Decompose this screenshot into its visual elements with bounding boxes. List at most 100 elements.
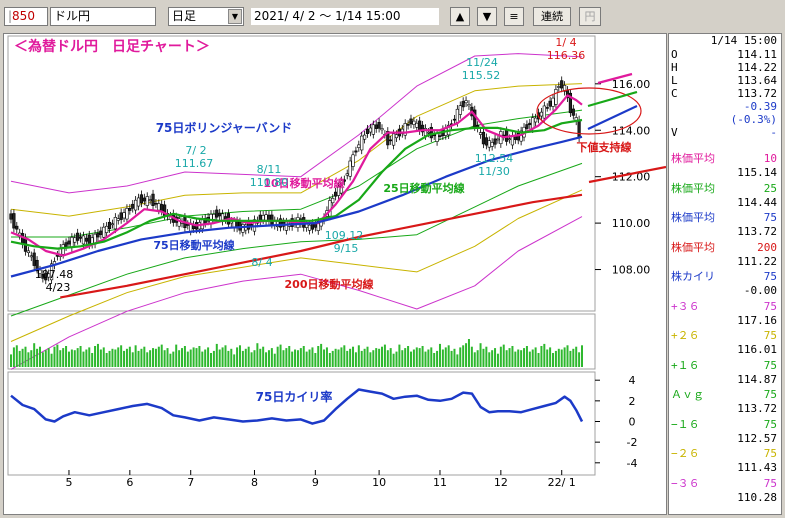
volume-bar (47, 348, 50, 367)
volume-bar (470, 346, 473, 367)
price-label: 116.36 (547, 49, 586, 62)
candle-body (105, 225, 109, 233)
volume-bar (325, 347, 328, 367)
volume-bar (256, 343, 259, 367)
kairi-tick-label: 4 (629, 374, 636, 387)
indicator-label-row: +３６ 75 (669, 300, 781, 314)
candle-body (377, 122, 381, 129)
volume-bar (349, 348, 352, 367)
projection-line-blue (587, 105, 638, 130)
yen-button[interactable]: 円 (579, 7, 601, 26)
volume-bar (294, 349, 297, 367)
volume-bar (462, 345, 465, 367)
volume-bar (201, 351, 204, 367)
volume-bar (285, 348, 288, 367)
volume-bar (111, 348, 114, 367)
symbol-name-field[interactable]: ドル円 (50, 7, 156, 26)
chart-title: ＜為替ドル円 日足チャート＞ (14, 38, 210, 55)
candle-body (345, 173, 349, 176)
volume-bar (572, 348, 575, 367)
volume-bar (578, 352, 581, 367)
candle-body (487, 140, 491, 148)
volume-bar (575, 346, 578, 367)
chevron-down-icon[interactable]: ▼ (228, 9, 242, 24)
candle-body (131, 203, 135, 209)
volume-bar (270, 348, 273, 367)
candle-body (484, 137, 488, 146)
volume-bar (381, 346, 384, 367)
volume-bar (131, 352, 134, 367)
ohlc-row: (-0.3%) (669, 113, 781, 127)
indicator-value: 116.01 (737, 343, 777, 356)
volume-bar (82, 351, 85, 367)
volume-bar (528, 351, 531, 367)
volume-bar (143, 346, 146, 367)
volume-bar (317, 346, 320, 367)
price-label: 109.12 (325, 229, 364, 242)
indicator-value: 111.22 (737, 254, 777, 268)
candle-body (151, 193, 155, 206)
volume-bar (383, 344, 386, 367)
indicator-value-row: 111.22 (669, 255, 781, 269)
volume-bar (467, 339, 470, 367)
volume-bar (378, 348, 381, 367)
volume-bar (569, 350, 572, 367)
indicator-value-row: 112.57 (669, 432, 781, 446)
candle-body (563, 85, 567, 92)
ohlc-label: O (671, 48, 678, 61)
menu-button[interactable]: ≡ (504, 7, 524, 26)
volume-bar (328, 353, 331, 367)
volume-bar (117, 347, 120, 367)
volume-bar (412, 349, 415, 367)
volume-bar (456, 354, 459, 367)
volume-bar (276, 346, 279, 367)
annotation-label: 10日移動平均線 (263, 176, 344, 190)
candle-body (116, 218, 120, 221)
indicator-value-row: 116.01 (669, 343, 781, 357)
indicator-label-row: −３６ 75 (669, 477, 781, 491)
ohlc-row: -0.39 (669, 100, 781, 114)
volume-bar (169, 353, 172, 367)
volume-bar (128, 346, 131, 367)
candle-body (368, 127, 373, 133)
volume-bar (444, 347, 447, 367)
volume-bar (502, 344, 505, 367)
scroll-up-button[interactable]: ▲ (450, 7, 470, 26)
volume-bar (181, 348, 184, 367)
volume-bar (241, 350, 244, 367)
ohlc-row: O 114.11 (669, 48, 781, 62)
period-select[interactable]: 日足 ▼ (168, 7, 244, 26)
volume-bar (291, 351, 294, 367)
symbol-code-text: 850 (12, 9, 35, 23)
moving-average-line (10, 118, 583, 250)
price-tick-label: 116.00 (612, 78, 651, 91)
volume-bar (531, 349, 534, 367)
volume-bar (262, 346, 265, 367)
volume-bar (409, 351, 412, 367)
moving-average-line (60, 193, 583, 299)
volume-bar (212, 350, 215, 367)
candle-body (61, 244, 65, 255)
ohlc-label: C (671, 87, 678, 100)
price-chart: 116.00 114.00 112.00 110.00 108.00 4 2 0 -2 -4 5 6 7… (7, 35, 667, 489)
scroll-down-button[interactable]: ▼ (477, 7, 497, 26)
indicator-period: 25 (763, 181, 777, 195)
indicator-label: 株価平均 (671, 240, 715, 254)
volume-bar (404, 348, 407, 367)
volume-bar (70, 349, 73, 367)
volume-bar (236, 347, 239, 367)
volume-bar (323, 349, 326, 367)
volume-bar (67, 351, 70, 367)
volume-bar (160, 344, 163, 367)
volume-bar (566, 345, 569, 367)
symbol-code-field[interactable]: |850 (4, 7, 48, 26)
volume-bar (360, 350, 363, 367)
candle-body (568, 92, 573, 114)
candle-body (125, 208, 129, 220)
continuous-button[interactable]: 連続 (533, 7, 571, 26)
kairi-rate-line (10, 388, 584, 425)
projection-line-green (587, 90, 638, 108)
volume-bar (534, 347, 537, 367)
volume-bar (357, 345, 360, 367)
volume-bar (36, 348, 39, 367)
